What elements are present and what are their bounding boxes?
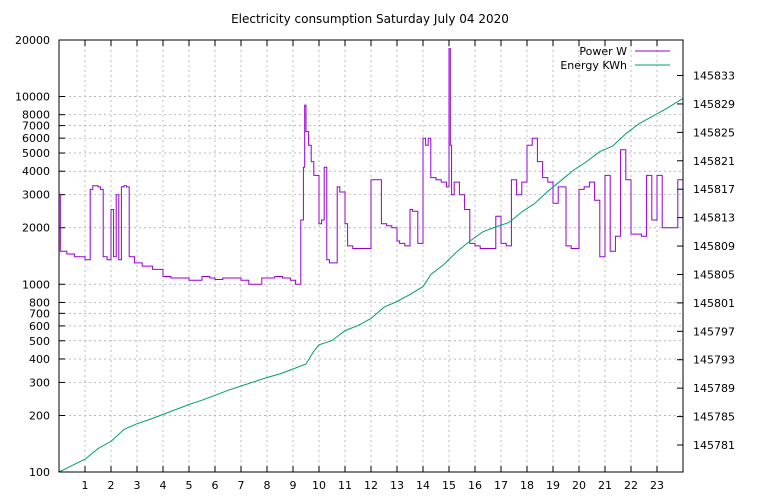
- series-line-power: [59, 48, 683, 285]
- y2-tick-label: 145793: [693, 354, 735, 367]
- x-tick-label: 21: [598, 479, 612, 492]
- y2-tick-label: 145789: [693, 382, 735, 395]
- y2-tick-label: 145805: [693, 268, 735, 281]
- y-tick-label: 300: [29, 376, 50, 389]
- y2-tick-label: 145813: [693, 212, 735, 225]
- y-tick-label: 8000: [22, 109, 50, 122]
- x-tick-label: 18: [520, 479, 534, 492]
- x-tick-label: 6: [212, 479, 219, 492]
- x-tick-label: 4: [160, 479, 167, 492]
- y2-tick-label: 145797: [693, 325, 735, 338]
- chart-title: Electricity consumption Saturday July 04…: [231, 12, 509, 26]
- x-tick-label: 12: [364, 479, 378, 492]
- y-tick-label: 10000: [15, 91, 50, 104]
- y2-tick-label: 145825: [693, 126, 735, 139]
- x-tick-label: 23: [650, 479, 664, 492]
- x-tick-label: 3: [134, 479, 141, 492]
- x-tick-label: 15: [442, 479, 456, 492]
- y2-tick-label: 145817: [693, 183, 735, 196]
- legend: Power W Energy KWh: [560, 45, 670, 72]
- y-tick-label: 7000: [22, 120, 50, 133]
- x-tick-label: 19: [546, 479, 560, 492]
- series-line-energy: [58, 97, 684, 473]
- y-tick-label: 500: [29, 335, 50, 348]
- x-tick-label: 5: [186, 479, 193, 492]
- y2-tick-label: 145833: [693, 70, 735, 83]
- y2-tick-label: 145809: [693, 240, 735, 253]
- x-tick-label: 22: [624, 479, 638, 492]
- y-tick-label: 20000: [15, 34, 50, 47]
- y-tick-label: 800: [29, 296, 50, 309]
- y2-tick-label: 145781: [693, 439, 735, 452]
- x-tick-label: 7: [238, 479, 245, 492]
- y-tick-label: 6000: [22, 132, 50, 145]
- x-tick-label: 1: [82, 479, 89, 492]
- x-tick-label: 17: [494, 479, 508, 492]
- y-tick-label: 5000: [22, 147, 50, 160]
- y-tick-label: 100: [29, 466, 50, 479]
- y-tick-label: 3000: [22, 189, 50, 202]
- y-tick-label: 400: [29, 353, 50, 366]
- y-tick-label: 600: [29, 320, 50, 333]
- legend-label-energy: Energy KWh: [560, 59, 627, 72]
- legend-label-power: Power W: [579, 45, 627, 58]
- x-tick-label: 11: [338, 479, 352, 492]
- y-tick-label: 1000: [22, 278, 50, 291]
- x-tick-label: 9: [290, 479, 297, 492]
- x-tick-label: 10: [312, 479, 326, 492]
- y2-tick-label: 145829: [693, 98, 735, 111]
- y-tick-label: 200: [29, 409, 50, 422]
- x-tick-label: 13: [390, 479, 404, 492]
- y2-tick-label: 145821: [693, 155, 735, 168]
- series-layer: [58, 48, 684, 473]
- grid: [59, 39, 683, 473]
- plot-frame: [58, 39, 684, 473]
- y-tick-label: 2000: [22, 222, 50, 235]
- y2-tick-label: 145801: [693, 297, 735, 310]
- x-tick-label: 2: [108, 479, 115, 492]
- y2-tick-label: 145785: [693, 411, 735, 424]
- y-tick-label: 4000: [22, 165, 50, 178]
- x-tick-label: 8: [264, 479, 271, 492]
- y-tick-label: 700: [29, 307, 50, 320]
- x-tick-label: 20: [572, 479, 586, 492]
- x-tick-label: 14: [416, 479, 430, 492]
- axis-ticks: 1 2 3 4 5 6 7 8 9 10 11 12 13 14 15 16 17 18 19 20 21 22 23100…: [15, 34, 735, 492]
- x-tick-label: 16: [468, 479, 482, 492]
